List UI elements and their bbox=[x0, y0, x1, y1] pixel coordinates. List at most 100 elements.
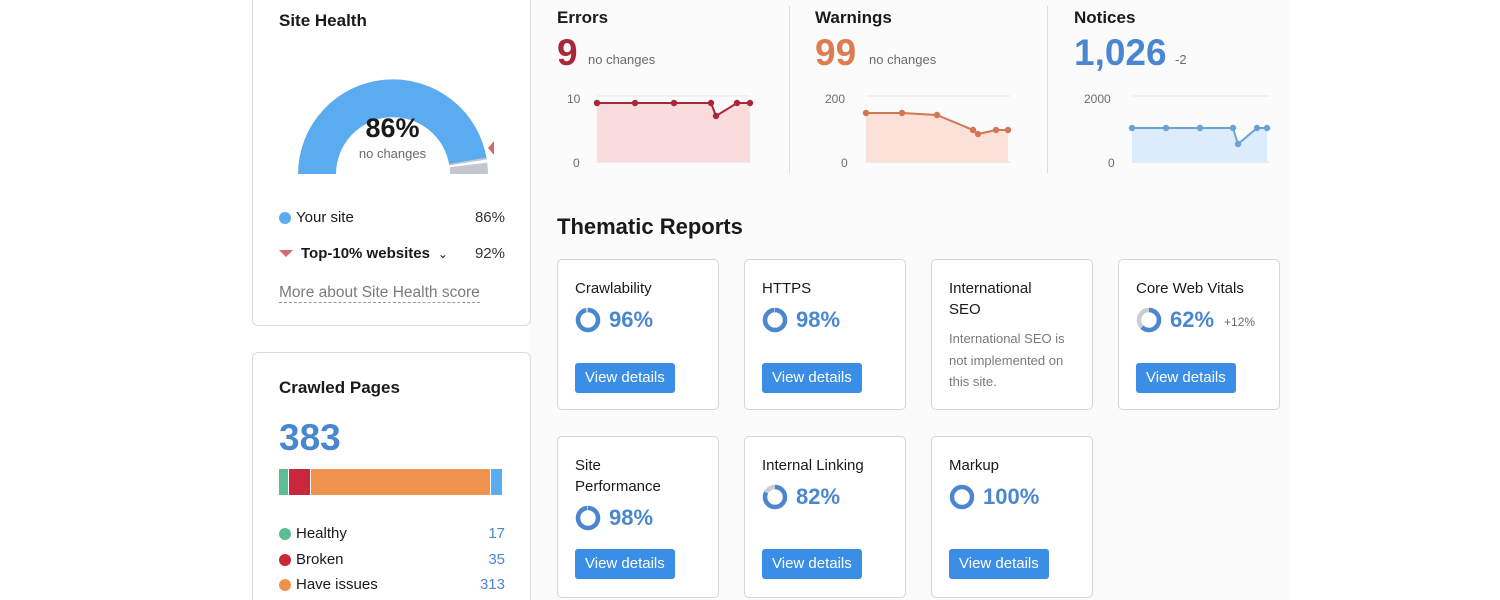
view-details-button[interactable]: View details bbox=[575, 549, 675, 579]
notices-delta: -2 bbox=[1175, 52, 1187, 67]
errors-sparkline: 10 0 bbox=[567, 92, 754, 170]
more-about-site-health-link[interactable]: More about Site Health score bbox=[279, 284, 480, 303]
have-issues-dot-icon bbox=[279, 578, 291, 591]
bar-segment-other[interactable] bbox=[491, 469, 502, 495]
report-name: HTTPS bbox=[762, 280, 812, 297]
site-health-title: Site Health bbox=[279, 11, 367, 30]
metric-divider bbox=[1047, 6, 1048, 173]
chevron-down-icon[interactable]: ⌄ bbox=[437, 246, 448, 261]
warnings-value[interactable]: 99 bbox=[815, 32, 857, 73]
notices-ymax: 2000 bbox=[1084, 92, 1111, 106]
legend-label[interactable]: Top-10% websites bbox=[301, 245, 430, 262]
report-score: 100% bbox=[949, 484, 1039, 510]
report-card-core-web-vitals: Core Web Vitals 62% +12% View details bbox=[1118, 259, 1280, 410]
report-score: 98% bbox=[575, 505, 653, 531]
errors-value[interactable]: 9 bbox=[557, 32, 578, 73]
report-score: 96% bbox=[575, 307, 653, 333]
report-card-international-seo: International SEO International SEO is n… bbox=[931, 259, 1093, 410]
report-score: 62% +12% bbox=[1136, 307, 1255, 333]
report-percent: 82% bbox=[796, 484, 841, 509]
view-details-button[interactable]: View details bbox=[575, 363, 675, 393]
row-value[interactable]: 313 bbox=[479, 576, 505, 593]
view-details-button[interactable]: View details bbox=[762, 549, 862, 579]
notices-sparkline: 2000 0 bbox=[1084, 92, 1271, 170]
report-name: International SEO bbox=[949, 280, 1032, 318]
donut-progress-icon bbox=[949, 484, 975, 510]
notices-title: Notices bbox=[1074, 8, 1136, 27]
report-score: 98% bbox=[762, 307, 840, 333]
donut-progress-icon bbox=[1136, 307, 1162, 333]
warnings-metric: Warnings 99 no changes 200 0 bbox=[815, 0, 1065, 175]
errors-ymax: 10 bbox=[567, 92, 581, 106]
site-health-gauge bbox=[298, 79, 494, 174]
report-name: Markup bbox=[949, 457, 1000, 474]
top10-marker-icon bbox=[488, 141, 494, 155]
report-card-https: HTTPS 98% View details bbox=[744, 259, 906, 410]
crawled-pages-title: Crawled Pages bbox=[279, 378, 400, 397]
report-card-markup: Markup 100% View details bbox=[931, 436, 1093, 598]
crawled-pages-card: Crawled Pages 383 Healthy 17 Broken 35 H… bbox=[252, 352, 531, 600]
report-name: Crawlability bbox=[575, 280, 652, 297]
report-card-site-performance: Site Performance 98% View details bbox=[557, 436, 719, 598]
report-percent: 96% bbox=[609, 307, 654, 332]
legend-your-site: Your site 86% bbox=[279, 209, 505, 226]
row-label: Healthy bbox=[296, 525, 347, 542]
metric-divider bbox=[789, 6, 790, 173]
errors-ymin: 0 bbox=[573, 156, 580, 170]
report-percent: 98% bbox=[796, 307, 841, 332]
warnings-ymin: 0 bbox=[841, 156, 848, 170]
report-percent: 62% bbox=[1170, 307, 1215, 332]
notices-ymin: 0 bbox=[1108, 156, 1115, 170]
errors-title: Errors bbox=[557, 8, 609, 27]
view-details-button[interactable]: View details bbox=[1136, 363, 1236, 393]
legend-value: 86% bbox=[474, 209, 505, 226]
site-health-change: no changes bbox=[358, 146, 427, 161]
broken-dot-icon bbox=[279, 553, 291, 566]
bar-segment-have-issues[interactable] bbox=[310, 469, 491, 495]
report-name: Site Performance bbox=[575, 457, 661, 495]
report-card-crawlability: Crawlability 96% View details bbox=[557, 259, 719, 410]
crawled-row-healthy: Healthy 17 bbox=[279, 525, 505, 542]
warnings-delta: no changes bbox=[869, 52, 937, 67]
report-percent: 98% bbox=[609, 505, 654, 530]
healthy-dot-icon bbox=[279, 527, 291, 540]
donut-progress-icon bbox=[575, 505, 601, 531]
crawled-pages-total[interactable]: 383 bbox=[279, 417, 341, 458]
donut-progress-icon bbox=[762, 484, 788, 510]
legend-top10[interactable]: Top-10% websites ⌄ 92% bbox=[279, 245, 505, 262]
warnings-sparkline: 200 0 bbox=[825, 92, 1012, 170]
view-details-button[interactable]: View details bbox=[949, 549, 1049, 579]
warnings-ymax: 200 bbox=[825, 92, 845, 106]
report-name: Core Web Vitals bbox=[1136, 280, 1244, 297]
thematic-reports-title: Thematic Reports bbox=[557, 214, 743, 239]
donut-progress-icon bbox=[575, 307, 601, 333]
bar-segment-broken[interactable] bbox=[288, 469, 310, 495]
report-percent: 100% bbox=[983, 484, 1040, 509]
crawled-row-have-issues: Have issues 313 bbox=[279, 576, 505, 593]
bar-segment-healthy[interactable] bbox=[279, 469, 288, 495]
site-health-card: Site Health 86% no changes Your site 86%… bbox=[252, 0, 531, 326]
errors-delta: no changes bbox=[588, 52, 656, 67]
row-label: Have issues bbox=[296, 576, 378, 593]
errors-metric: Errors 9 no changes 10 0 bbox=[557, 0, 807, 175]
row-value[interactable]: 35 bbox=[488, 551, 505, 568]
warnings-title: Warnings bbox=[815, 8, 892, 27]
your-site-dot-icon bbox=[279, 211, 291, 224]
crawled-pages-bar bbox=[279, 469, 503, 495]
report-card-internal-linking: Internal Linking 82% View details bbox=[744, 436, 906, 598]
notices-metric: Notices 1,026 -2 2000 0 bbox=[1074, 0, 1324, 175]
row-label: Broken bbox=[296, 551, 344, 568]
view-details-button[interactable]: View details bbox=[762, 363, 862, 393]
report-delta: +12% bbox=[1224, 315, 1256, 329]
site-health-score: 86% bbox=[365, 113, 420, 143]
report-name: Internal Linking bbox=[762, 457, 864, 474]
donut-progress-icon bbox=[762, 307, 788, 333]
report-description: International SEO is not implemented on … bbox=[949, 331, 1065, 389]
crawled-row-broken: Broken 35 bbox=[279, 551, 505, 568]
notices-value[interactable]: 1,026 bbox=[1074, 32, 1167, 73]
row-value[interactable]: 17 bbox=[488, 525, 505, 542]
triangle-down-icon bbox=[279, 250, 293, 257]
report-score: 82% bbox=[762, 484, 840, 510]
legend-label: Your site bbox=[296, 209, 354, 226]
